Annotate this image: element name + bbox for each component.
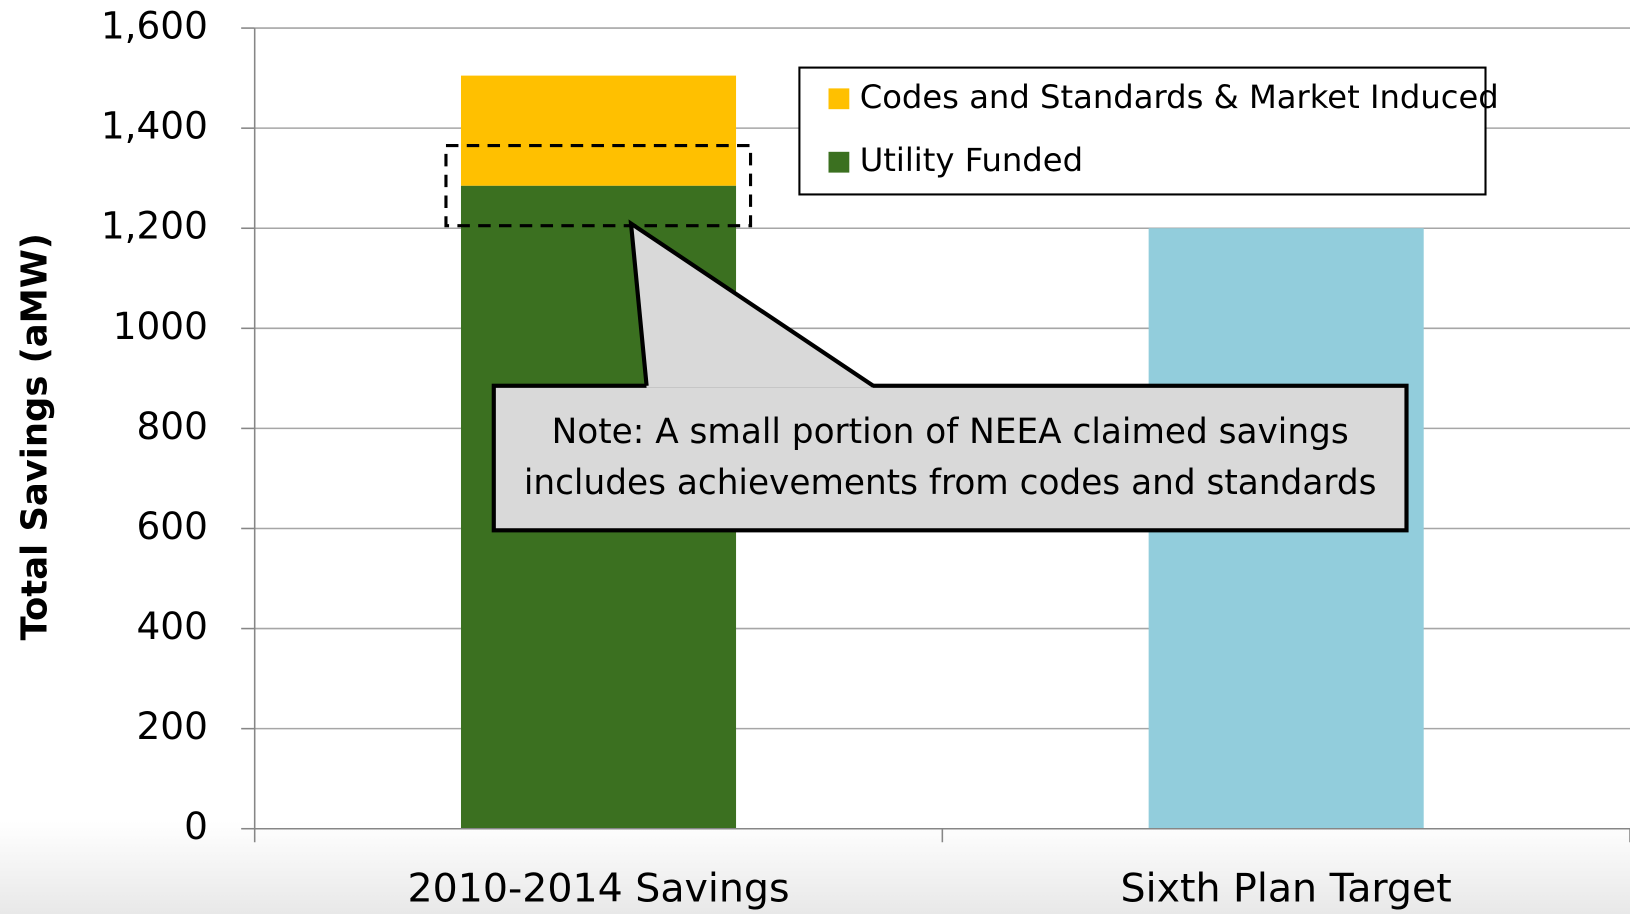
y-tick-label: 800 — [137, 404, 208, 448]
y-tick-label: 0 — [184, 804, 208, 848]
axes: 0 200 400 600 800 1000 1,200 1,400 1,600 2010-201… — [101, 4, 1630, 912]
legend-swatch — [828, 151, 850, 173]
x-tick-label: Sixth Plan Target — [1121, 866, 1452, 912]
y-axis-title: Total Savings (aMW) — [14, 233, 55, 640]
y-tick-label: 1,200 — [101, 204, 208, 248]
y-tick-label: 200 — [137, 704, 208, 748]
y-tick-label: 1,400 — [101, 104, 208, 148]
legend-swatch — [828, 88, 850, 110]
legend: Codes and Standards & Market Induced Util… — [798, 66, 1499, 196]
y-tick-label: 1,600 — [101, 4, 208, 48]
x-tick-label: 2010-2014 Savings — [407, 866, 789, 912]
bar-segment — [460, 75, 737, 186]
y-tick-label: 1000 — [113, 304, 208, 348]
annotation-line: Note: A small portion of NEEA claimed sa… — [552, 412, 1349, 452]
legend-label: Codes and Standards & Market Induced — [860, 78, 1499, 116]
callout: Note: A small portion of NEEA claimed sa… — [491, 219, 1409, 533]
callout-pointer — [628, 219, 875, 388]
background-fade — [0, 821, 1630, 914]
annotation-line: includes achievements from codes and sta… — [524, 463, 1377, 503]
legend-label: Utility Funded — [860, 141, 1083, 179]
callout-box — [491, 383, 1409, 533]
highlight-box — [444, 144, 753, 228]
legend-box — [798, 66, 1487, 196]
y-tick-label: 600 — [137, 504, 208, 548]
y-tick-label: 400 — [137, 604, 208, 648]
